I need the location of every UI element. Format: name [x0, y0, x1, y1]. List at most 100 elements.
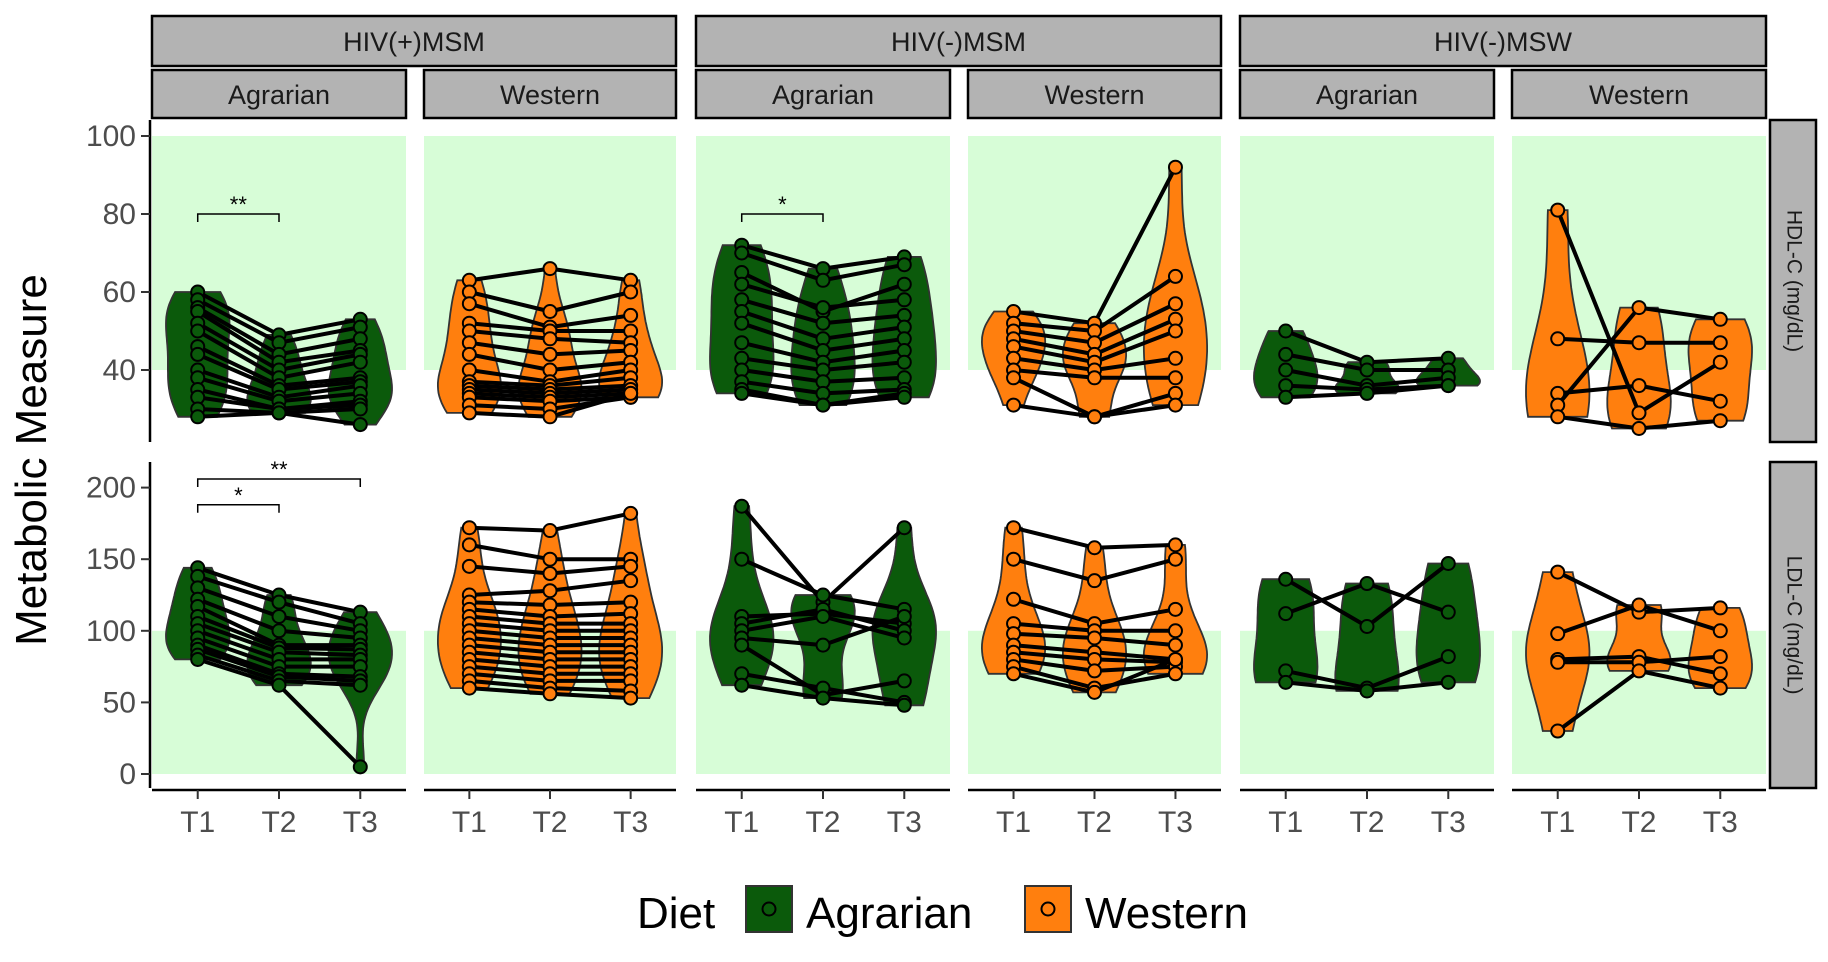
subject-point — [1167, 268, 1183, 284]
legend-key-point — [1040, 901, 1056, 917]
axes: 40 60 80 100 0 50 100 150 200 T1 T2 T3 T1 T2 T3 T1 T2 T3 T… — [86, 120, 1766, 839]
facet-strips: HIV(+)MSM HIV(-)MSM HIV(-)MSW Agrarian Weste… — [150, 14, 1768, 120]
legend-key-western — [1024, 885, 1072, 933]
subject-point — [1006, 370, 1022, 386]
subject-point — [896, 389, 912, 405]
subject-point — [623, 505, 639, 521]
subject-point — [1087, 684, 1102, 700]
subject-point — [190, 651, 206, 667]
subject-point — [734, 335, 750, 351]
subject-point — [1006, 551, 1022, 567]
subject-point — [1712, 623, 1728, 639]
subject-point — [190, 346, 206, 362]
violin-western-t1 — [1525, 209, 1591, 418]
row-strip-label: LDL-C (mg/dL) — [1782, 556, 1805, 695]
subject-point — [271, 608, 287, 624]
significance-label: ** — [230, 192, 248, 217]
diet-strip-agrarian — [150, 68, 408, 120]
violin-agrarian-t1 — [1253, 578, 1319, 684]
subject-point — [271, 405, 287, 421]
x-tick-label: T1 — [180, 806, 215, 839]
subject-point — [1712, 311, 1728, 327]
subject-point — [542, 261, 558, 277]
y-tick-label: 40 — [103, 354, 136, 387]
x-tick-label: T2 — [1621, 806, 1656, 839]
subject-point — [1712, 600, 1728, 616]
subject-point — [1278, 606, 1294, 622]
subject-point — [623, 573, 639, 589]
subject-point — [734, 551, 750, 567]
y-tick-label: 200 — [86, 472, 136, 505]
subject-point — [1278, 346, 1294, 362]
subject-point — [1087, 370, 1102, 386]
row-strip-1 — [1768, 460, 1818, 790]
subject-point — [271, 623, 287, 639]
subject-point — [542, 331, 558, 347]
subject-point — [1167, 537, 1183, 553]
significance-brackets: ** **** — [196, 192, 824, 513]
subject-point — [1167, 397, 1183, 413]
row-strip-label: HDL-C (mg/dL) — [1782, 210, 1805, 352]
x-tick-label: T1 — [1268, 806, 1303, 839]
group-strip-label: HIV(-)MSW — [1434, 27, 1572, 57]
subject-point — [1631, 378, 1647, 394]
violin-western-t2 — [1606, 604, 1672, 672]
subject-point — [1712, 354, 1728, 370]
subject-point — [1440, 604, 1456, 620]
subject-point — [542, 686, 558, 702]
x-tick-label: T2 — [261, 806, 296, 839]
subject-point — [815, 272, 831, 288]
subject-point — [734, 637, 750, 653]
subject-point — [734, 498, 750, 514]
y-tick-label: 0 — [119, 758, 136, 791]
legend-label-agrarian: Agrarian — [806, 889, 972, 938]
subject-point — [815, 608, 831, 624]
subject-point — [352, 354, 368, 370]
subject-point — [461, 296, 477, 312]
subject-point — [896, 520, 912, 536]
subject-point — [1278, 362, 1294, 378]
subject-point — [896, 276, 912, 292]
x-tick-label: T1 — [724, 806, 759, 839]
subject-point — [352, 677, 368, 693]
y-tick-label: 60 — [103, 276, 136, 309]
diet-strip-western — [422, 68, 678, 120]
diet-strip-label: Western — [1589, 80, 1689, 110]
subject-point — [1167, 666, 1183, 682]
violin-agrarian-t2 — [1334, 582, 1400, 692]
subject-point — [352, 401, 368, 417]
x-tick-label: T2 — [1077, 806, 1112, 839]
subject-point — [734, 315, 750, 331]
y-axis-title: Metabolic Measure — [7, 274, 56, 646]
violin-agrarian-t3 — [1415, 562, 1481, 684]
subject-point — [1712, 413, 1728, 429]
y-tick-label: 80 — [103, 198, 136, 231]
subject-point — [1631, 663, 1647, 679]
subject-point — [815, 690, 831, 706]
subject-point — [1712, 680, 1728, 696]
subject-point — [1550, 331, 1566, 347]
significance-label: * — [234, 483, 243, 508]
subject-point — [271, 594, 287, 610]
y-tick-label: 50 — [103, 686, 136, 719]
subject-point — [1167, 323, 1183, 339]
subject-point — [461, 520, 477, 536]
subject-point — [542, 346, 558, 362]
subject-point — [1440, 378, 1456, 394]
subject-point — [815, 397, 831, 413]
subject-point — [1359, 576, 1375, 592]
subject-point — [1359, 619, 1375, 635]
subject-point — [734, 245, 750, 261]
subject-point — [1006, 666, 1022, 682]
subject-point — [1167, 637, 1183, 653]
row-strips: HDL-C (mg/dL) LDL-C (mg/dL) — [1768, 118, 1818, 790]
subject-point — [1006, 397, 1022, 413]
x-tick-label: T3 — [1431, 806, 1466, 839]
x-tick-label: T3 — [1158, 806, 1193, 839]
subject-point — [1440, 555, 1456, 571]
subject-point — [623, 307, 639, 323]
subject-point — [1167, 601, 1183, 617]
subject-point — [461, 680, 477, 696]
diet-strip-western — [1510, 68, 1768, 120]
